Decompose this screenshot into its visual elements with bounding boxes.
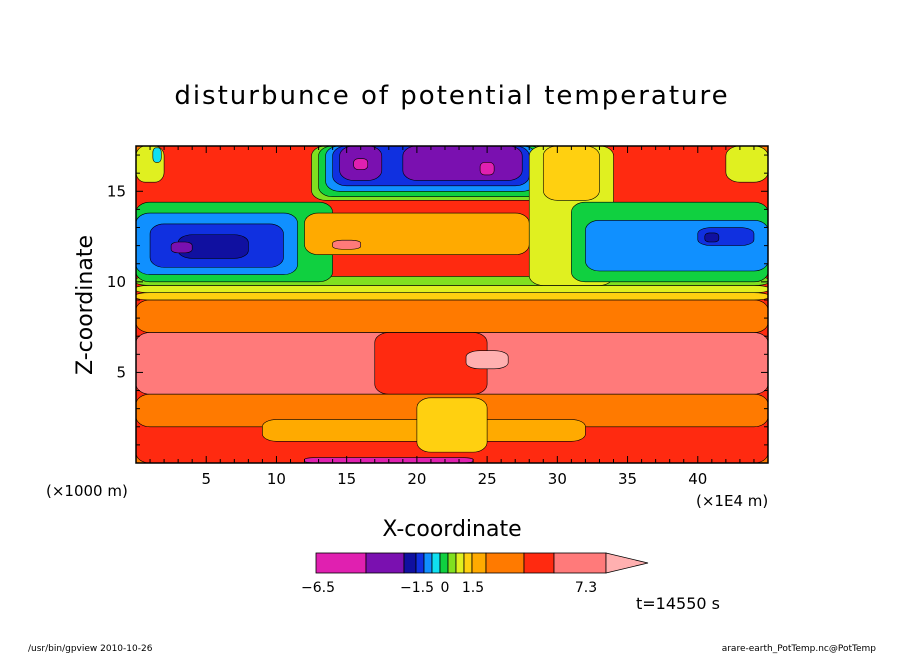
footer-left: /usr/bin/gpview 2010-10-26 — [28, 644, 153, 654]
contour-region-1 — [135, 299, 769, 333]
x-unit-label: (×1E4 m) — [696, 492, 768, 510]
chart-title: disturbunce of potential temperature — [174, 81, 729, 111]
contour-regions — [135, 145, 769, 464]
contour-region-27 — [152, 147, 162, 163]
contour-region-25 — [704, 232, 720, 243]
colorbar-tick-label: 0 — [441, 580, 450, 596]
x-tick-label: 35 — [618, 470, 637, 488]
y-axis: 5 10 15 — [107, 154, 768, 446]
colorbar-cell — [365, 552, 405, 574]
contour-region-19 — [332, 239, 362, 250]
y-unit-label: (×1000 m) — [46, 482, 128, 500]
contour-region-3 — [135, 285, 769, 294]
colorbar-cell — [423, 552, 433, 574]
colorbar-tick-label: −6.5 — [301, 580, 335, 596]
colorbar-labels: −6.5 −1.5 0 1.5 7.3 — [301, 580, 597, 596]
plot-frame — [135, 145, 769, 464]
colorbar-tick-label: −1.5 — [400, 580, 434, 596]
x-tick-label: 20 — [407, 470, 426, 488]
contour-region-15 — [402, 145, 523, 181]
x-tick-label: 5 — [201, 470, 211, 488]
colorbar-cell — [403, 552, 417, 574]
contour-region-2 — [135, 292, 769, 301]
contour-region-21 — [542, 145, 600, 201]
footer-right: arare-earth_PotTemp.nc@PotTemp — [722, 644, 877, 654]
contour-region-9 — [170, 241, 193, 254]
time-label: t=14550 s — [636, 594, 720, 613]
y-axis-title: Z-coordinate — [73, 235, 98, 375]
contour-region-17 — [479, 162, 495, 176]
colorbar-cell — [523, 552, 555, 574]
x-tick-label: 15 — [337, 470, 356, 488]
contour-region-34 — [416, 397, 488, 453]
colorbar-cell — [315, 552, 367, 574]
colorbar-cell — [485, 552, 525, 574]
colorbar-cell — [439, 552, 449, 574]
colorbar-cell — [447, 552, 457, 574]
colorbar-cell — [463, 552, 473, 574]
contour-region-31 — [465, 350, 509, 370]
colorbar-cell — [553, 552, 607, 574]
plot-area — [135, 145, 769, 464]
contour-region-16 — [353, 158, 369, 170]
x-tick-label: 40 — [688, 470, 707, 488]
x-axis-title: X-coordinate — [382, 517, 521, 542]
y-tick-label: 15 — [107, 182, 126, 200]
x-tick-label: 10 — [267, 470, 286, 488]
y-tick-label: 5 — [116, 363, 126, 381]
y-tick-label: 10 — [107, 273, 126, 291]
x-tick-label: 30 — [548, 470, 567, 488]
colorbar-cell — [415, 552, 425, 574]
contour-region-28 — [725, 145, 769, 183]
colorbar-arrow — [605, 552, 649, 574]
colorbar-cell — [431, 552, 441, 574]
colorbar-tick-label: 1.5 — [462, 580, 484, 596]
x-axis: 5 10 15 20 25 30 35 40 — [149, 146, 755, 488]
colorbar-tick-label: 7.3 — [575, 580, 597, 596]
colorbar-cell — [471, 552, 487, 574]
colorbar — [315, 552, 649, 574]
colorbar-cell — [455, 552, 465, 574]
x-tick-label: 25 — [478, 470, 497, 488]
